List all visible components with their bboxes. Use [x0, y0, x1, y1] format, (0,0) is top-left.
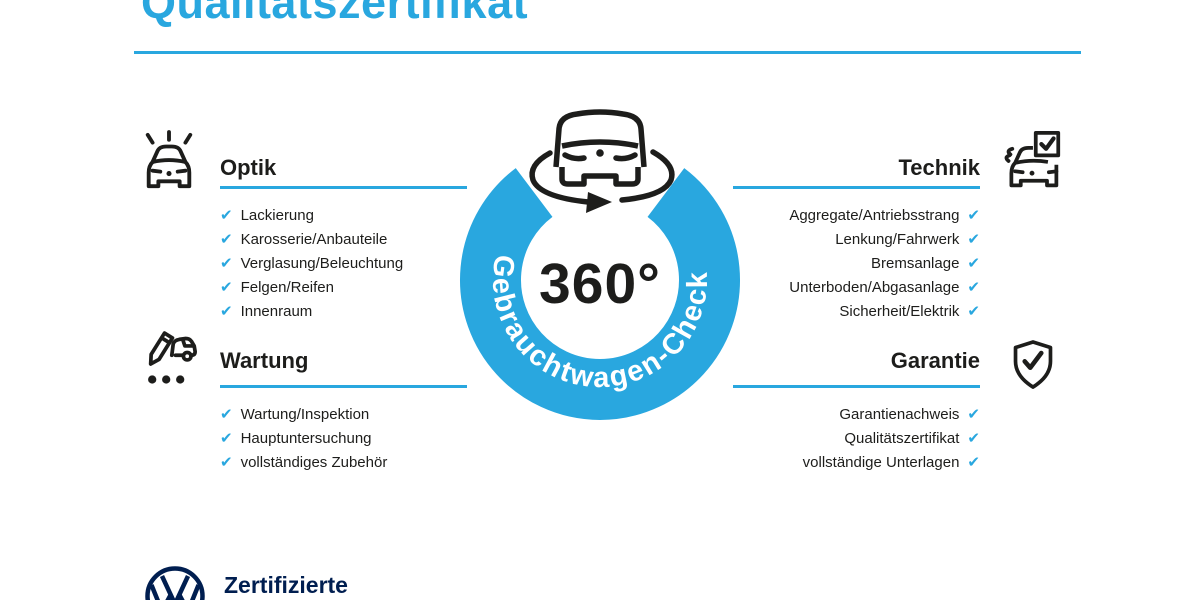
- check-icon: ✔: [220, 230, 233, 248]
- ring-360-check-graphic: Gebrauchtwagen-Check: [450, 105, 750, 425]
- checklist-item-label: vollständiges Zubehör: [240, 453, 388, 471]
- check-icon: ✔: [967, 429, 980, 447]
- title-divider: [134, 51, 1081, 54]
- garantie-checklist: Garantienachweis ✔ Qualitätszertifikat ✔ v…: [640, 402, 980, 474]
- check-icon: ✔: [967, 302, 980, 320]
- check-icon: ✔: [220, 453, 233, 471]
- checklist-item-label: Sicherheit/Elektrik: [839, 302, 960, 320]
- checklist-item: ✔ Lackierung: [220, 203, 403, 227]
- pencil-car-dots-icon: [141, 330, 197, 388]
- section-divider-garantie: [733, 385, 980, 388]
- car-360-rotation-icon: [529, 109, 675, 213]
- check-icon: ✔: [967, 405, 980, 423]
- checklist-item-label: vollständige Unterlagen: [802, 453, 960, 471]
- section-heading-technik: Technik: [898, 155, 980, 180]
- car-front-shine-icon: [140, 129, 198, 193]
- checklist-item-label: Karosserie/Anbauteile: [240, 230, 388, 248]
- check-icon: ✔: [220, 206, 233, 224]
- checklist-item: Aggregate/Antriebsstrang ✔: [789, 203, 980, 227]
- vw-logo: [144, 565, 208, 600]
- checklist-item-label: Garantienachweis: [839, 405, 960, 423]
- wartung-checklist: ✔ Wartung/Inspektion ✔ Hauptuntersuchung ✔…: [220, 402, 387, 474]
- checklist-item: ✔ vollständiges Zubehör: [220, 450, 387, 474]
- checklist-item: Lenkung/Fahrwerk ✔: [835, 227, 980, 251]
- checklist-item: ✔ Innenraum: [220, 299, 403, 323]
- section-divider-technik: [733, 186, 980, 189]
- checklist-item-label: Lenkung/Fahrwerk: [835, 230, 960, 248]
- checklist-item-label: Qualitätszertifikat: [844, 429, 960, 447]
- check-icon: ✔: [220, 302, 233, 320]
- checklist-item: Sicherheit/Elektrik ✔: [839, 299, 980, 323]
- checklist-item: ✔ Wartung/Inspektion: [220, 402, 387, 426]
- check-icon: ✔: [967, 230, 980, 248]
- checklist-item: Qualitätszertifikat ✔: [844, 426, 980, 450]
- check-icon: ✔: [220, 429, 233, 447]
- section-divider-optik: [220, 186, 467, 189]
- checklist-item-label: Innenraum: [240, 302, 313, 320]
- checklist-item-label: Aggregate/Antriebsstrang: [789, 206, 960, 224]
- check-icon: ✔: [967, 453, 980, 471]
- checklist-item-label: Verglasung/Beleuchtung: [240, 254, 404, 272]
- checklist-item-label: Lackierung: [240, 206, 314, 224]
- checklist-item-label: Hauptuntersuchung: [240, 429, 372, 447]
- optik-checklist: ✔ Lackierung ✔ Karosserie/Anbauteile ✔ Verg…: [220, 203, 403, 323]
- section-divider-wartung: [220, 385, 467, 388]
- technik-checklist: Aggregate/Antriebsstrang ✔ Lenkung/Fahrwe…: [640, 203, 980, 323]
- section-heading-optik: Optik: [220, 155, 277, 180]
- page-title: Qualitätszertifikat: [141, 0, 529, 28]
- checklist-item: ✔ Hauptuntersuchung: [220, 426, 387, 450]
- shield-check-icon: [1010, 338, 1056, 392]
- checklist-item: Bremsanlage ✔: [871, 251, 980, 275]
- checklist-item: vollständige Unterlagen ✔: [803, 450, 980, 474]
- checklist-item: Garantienachweis ✔: [839, 402, 980, 426]
- section-heading-wartung: Wartung: [220, 348, 309, 373]
- footer-brand-text: Zertifizierte: [224, 572, 348, 598]
- checklist-item-label: Wartung/Inspektion: [240, 405, 370, 423]
- check-icon: ✔: [220, 254, 233, 272]
- check-icon: ✔: [967, 254, 980, 272]
- checklist-item: ✔ Verglasung/Beleuchtung: [220, 251, 403, 275]
- checklist-item-label: Felgen/Reifen: [240, 278, 334, 296]
- checklist-item: ✔ Felgen/Reifen: [220, 275, 403, 299]
- checklist-item: ✔ Karosserie/Anbauteile: [220, 227, 403, 251]
- car-checkbox-icon: [1002, 131, 1062, 191]
- section-heading-garantie: Garantie: [890, 348, 980, 373]
- degree-label: 360°: [539, 252, 661, 316]
- checklist-item: Unterboden/Abgasanlage ✔: [789, 275, 980, 299]
- checklist-item-label: Unterboden/Abgasanlage: [789, 278, 960, 296]
- checklist-item-label: Bremsanlage: [871, 254, 960, 272]
- check-icon: ✔: [220, 278, 233, 296]
- ring-arc: [460, 168, 740, 420]
- check-icon: ✔: [967, 206, 980, 224]
- check-icon: ✔: [220, 405, 233, 423]
- check-icon: ✔: [967, 278, 980, 296]
